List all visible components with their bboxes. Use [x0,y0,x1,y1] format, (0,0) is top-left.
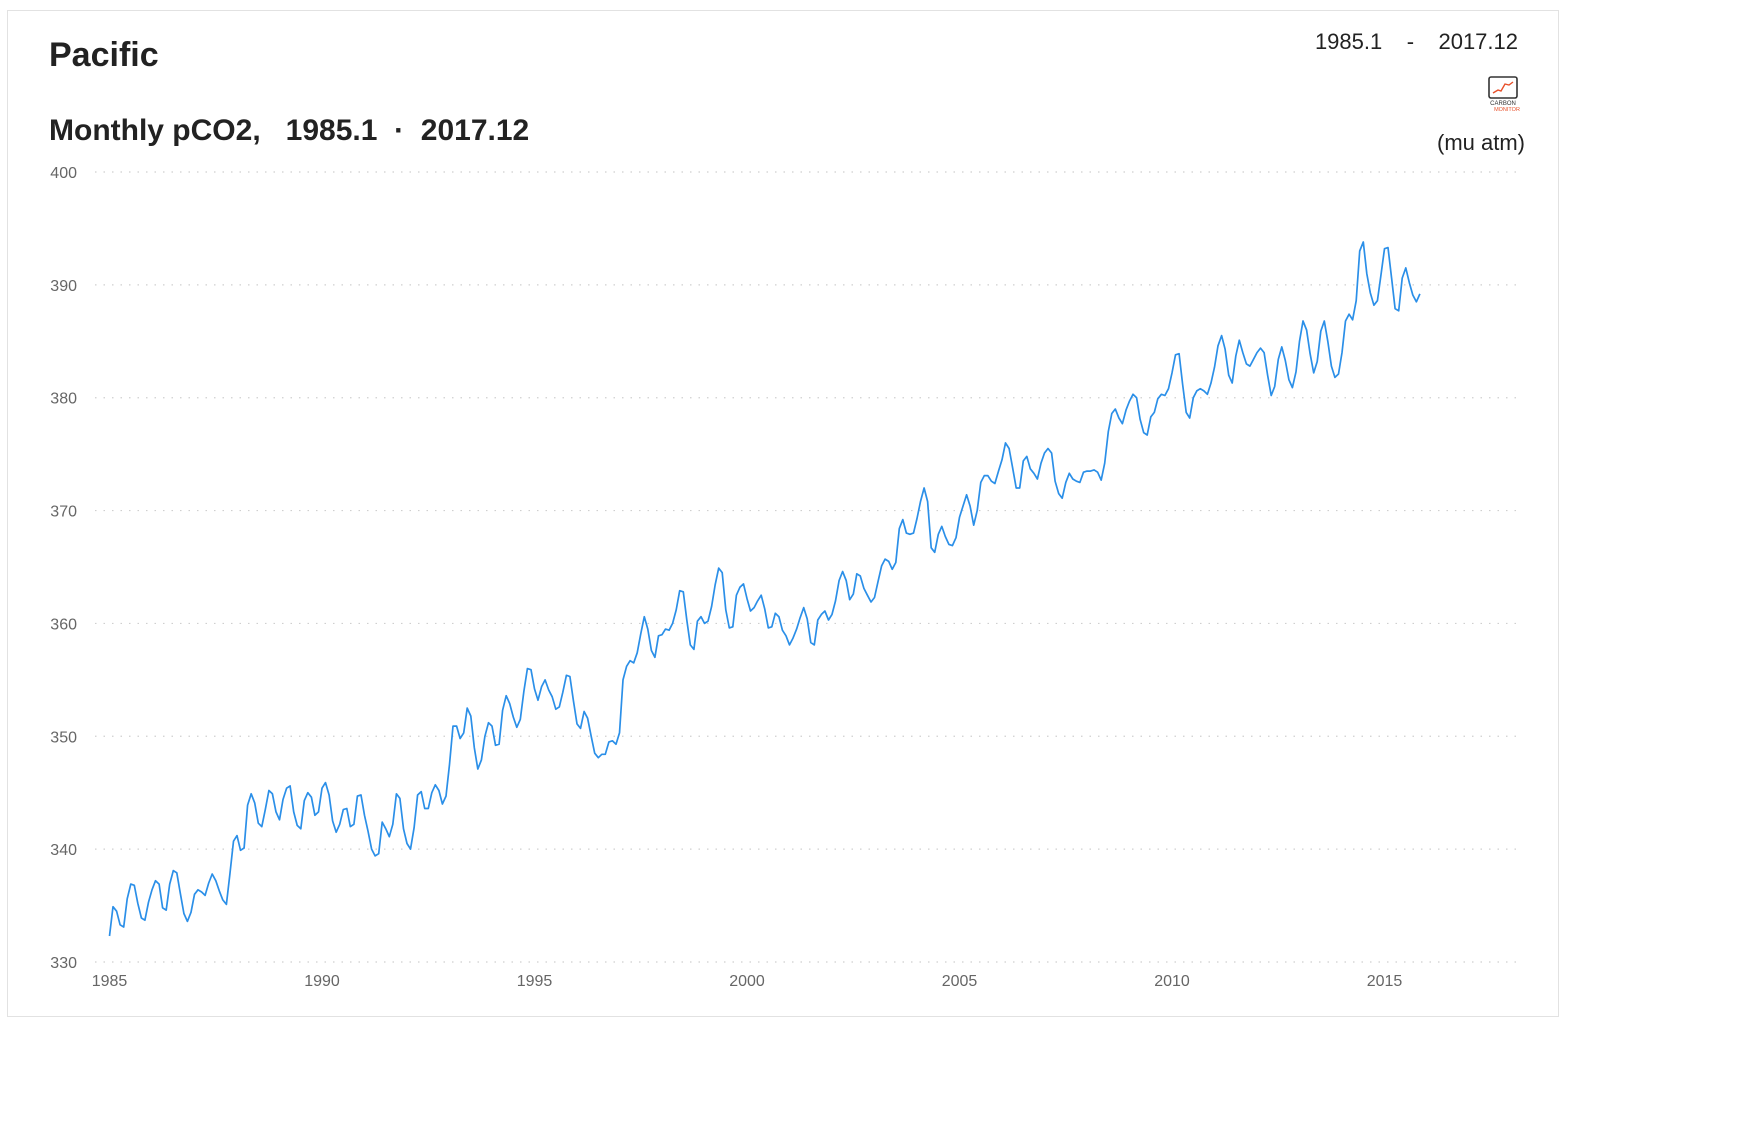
x-axis-ticks: 1985 1990 1995 2000 2005 2010 2015 [92,973,1403,990]
y-tick-label: 390 [50,278,77,295]
date-range[interactable]: 1985.1 - 2017.12 [1315,29,1518,55]
range-end: 2017.12 [1438,29,1518,54]
pco2-series-line [108,241,1421,937]
x-tick-label: 2000 [729,973,765,990]
carbon-monitor-logo-graphic: CARBON MONITOR [1488,76,1520,113]
x-tick-label: 2015 [1367,973,1403,990]
x-tick-label: 1990 [304,973,340,990]
grid-lines [95,171,1519,963]
x-tick-label: 2010 [1154,973,1190,990]
carbon-monitor-logo-icon[interactable]: CARBON MONITOR [1486,76,1520,113]
y-tick-label: 370 [50,504,77,521]
subtitle-prefix: Monthly pCO2, [49,114,261,147]
range-start: 1985.1 [1314,29,1383,54]
x-tick-label: 1985 [92,973,128,990]
region-title: Pacific [49,36,159,74]
y-tick-label: 360 [50,616,77,633]
y-tick-label: 400 [50,165,77,182]
x-tick-label: 1995 [517,973,553,990]
y-tick-label: 380 [50,391,77,408]
y-tick-label: 330 [50,955,77,972]
y-tick-label: 350 [50,729,77,746]
unit-label: (mu atm) [1437,130,1525,155]
subtitle-separator: · [394,114,405,147]
subtitle-start: 1985.1 [285,114,378,147]
svg-text:CARBON: CARBON [1490,101,1516,107]
x-tick-label: 2005 [942,973,978,990]
subtitle-end: 2017.12 [420,114,530,147]
chart-subtitle: Monthly pCO2, 1985.1 · 2017.12 [49,114,529,148]
svg-text:MONITOR: MONITOR [1494,107,1520,112]
y-axis-ticks: 330 340 350 360 370 380 390 400 [50,165,77,972]
y-tick-label: 340 [50,842,77,859]
range-separator: - [1406,29,1415,54]
